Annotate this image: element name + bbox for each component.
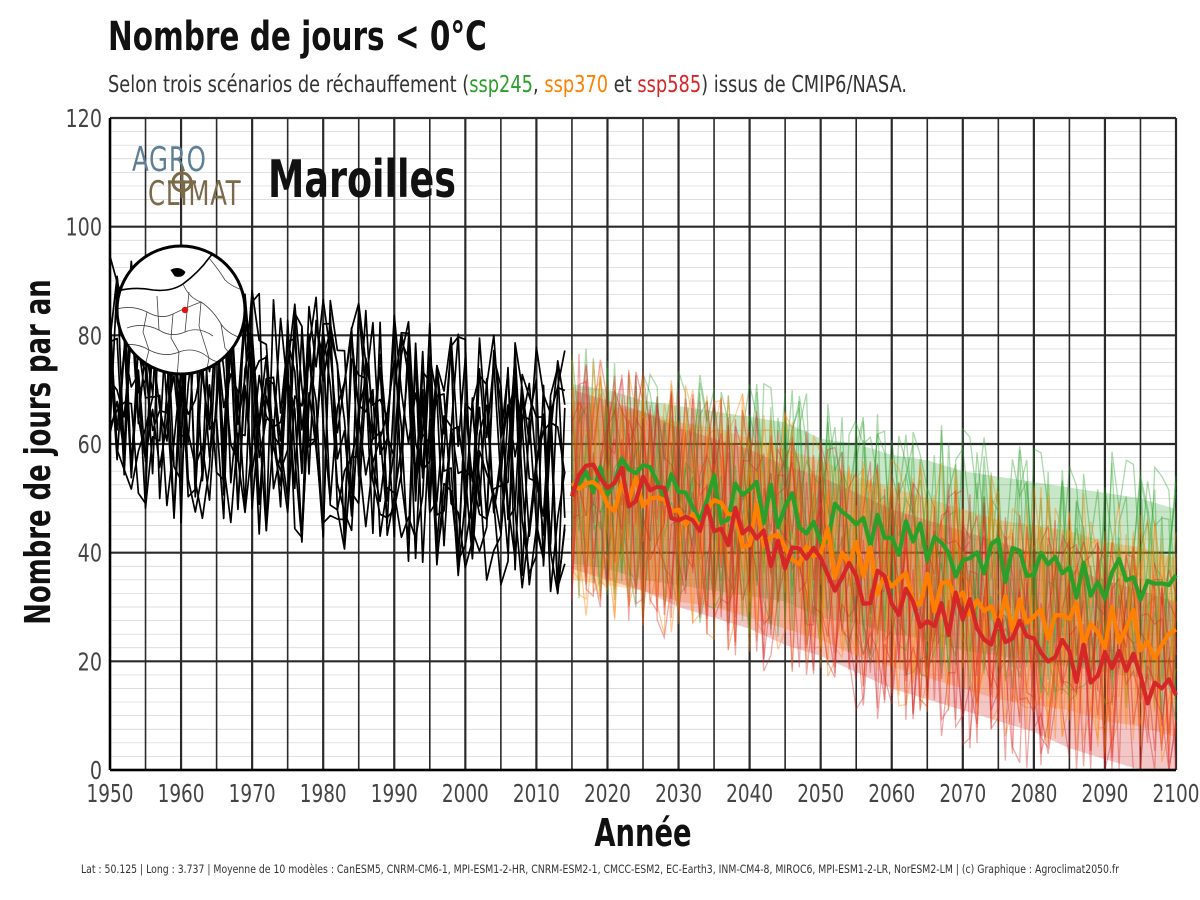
agroclimat-logo: AGRO CLIMAT	[128, 140, 248, 220]
scenario-ssp245-label: ssp245	[469, 72, 534, 98]
x-tick-label: 2020	[584, 780, 631, 808]
model-line-ssp245	[571, 360, 1177, 690]
x-tick-label: 1950	[87, 780, 134, 808]
location-map-inset	[115, 244, 247, 376]
model-line-ssp585	[571, 378, 1177, 771]
y-tick-label: 0	[90, 756, 102, 785]
mean-line-ssp245	[570, 456, 1178, 602]
model-line-ssp370	[571, 379, 1177, 752]
scenario-ssp585-label: ssp585	[637, 72, 702, 98]
chart-footer-credits: Lat : 50.125 | Long : 3.737 | Moyenne de…	[80, 862, 1120, 876]
logo-line-2: CLIMAT	[148, 174, 242, 214]
y-tick-label: 40	[78, 539, 102, 568]
model-line-ssp585	[571, 369, 1177, 771]
x-tick-label: 2070	[939, 780, 986, 808]
x-tick-label: 2050	[797, 780, 844, 808]
location-name: Maroilles	[268, 150, 456, 210]
mean-line-ssp585	[569, 462, 1178, 706]
y-tick-label: 100	[66, 213, 102, 242]
y-tick-label: 20	[78, 648, 102, 677]
y-tick-label: 120	[66, 104, 102, 133]
subtitle-separator: ,	[533, 72, 545, 98]
x-tick-label: 2010	[513, 780, 560, 808]
logo-line-1: AGRO	[132, 140, 207, 180]
x-tick-label: 1970	[229, 780, 276, 808]
scenario-mean-lines	[569, 456, 1178, 706]
location-marker	[181, 306, 189, 314]
mean-line-ssp370	[570, 475, 1178, 661]
subtitle-separator: et	[608, 72, 638, 98]
historical-model-line	[109, 279, 566, 592]
subtitle-prefix: Selon trois scénarios de réchauffement (	[108, 72, 470, 98]
scenario-ssp370-label: ssp370	[544, 72, 609, 98]
model-line-ssp585	[571, 375, 1177, 761]
historical-model-lines	[109, 255, 566, 595]
x-tick-label: 1990	[371, 780, 418, 808]
chart-subtitle: Selon trois scénarios de réchauffement (…	[108, 72, 907, 98]
y-tick-label: 60	[78, 430, 102, 459]
x-tick-label: 2080	[1010, 780, 1057, 808]
y-tick-label: 80	[78, 322, 102, 351]
subtitle-suffix: ) issus de CMIP6/NASA.	[701, 72, 908, 98]
model-line-ssp245	[571, 367, 1177, 711]
axes	[108, 118, 1176, 772]
x-tick-label: 2060	[868, 780, 915, 808]
x-axis-label: Année	[594, 812, 691, 856]
model-line-ssp370	[571, 380, 1177, 744]
chart-title: Nombre de jours < 0°C	[108, 14, 487, 60]
model-line-ssp245	[571, 376, 1177, 721]
x-tick-label: 1980	[300, 780, 347, 808]
x-tick-label: 1960	[158, 780, 205, 808]
model-line-ssp585	[571, 365, 1177, 771]
x-tick-label: 2040	[726, 780, 773, 808]
model-line-ssp245	[571, 371, 1177, 694]
x-tick-label: 2000	[442, 780, 489, 808]
model-line-ssp245	[571, 363, 1177, 707]
logo-emblem-icon	[168, 166, 196, 198]
x-tick-label: 2030	[655, 780, 702, 808]
x-tick-label: 2090	[1081, 780, 1128, 808]
y-axis-label: Nombre de jours par an	[17, 279, 59, 624]
model-line-ssp585	[571, 371, 1177, 771]
model-line-ssp585	[571, 363, 1177, 771]
x-tick-label: 2100	[1153, 780, 1200, 808]
